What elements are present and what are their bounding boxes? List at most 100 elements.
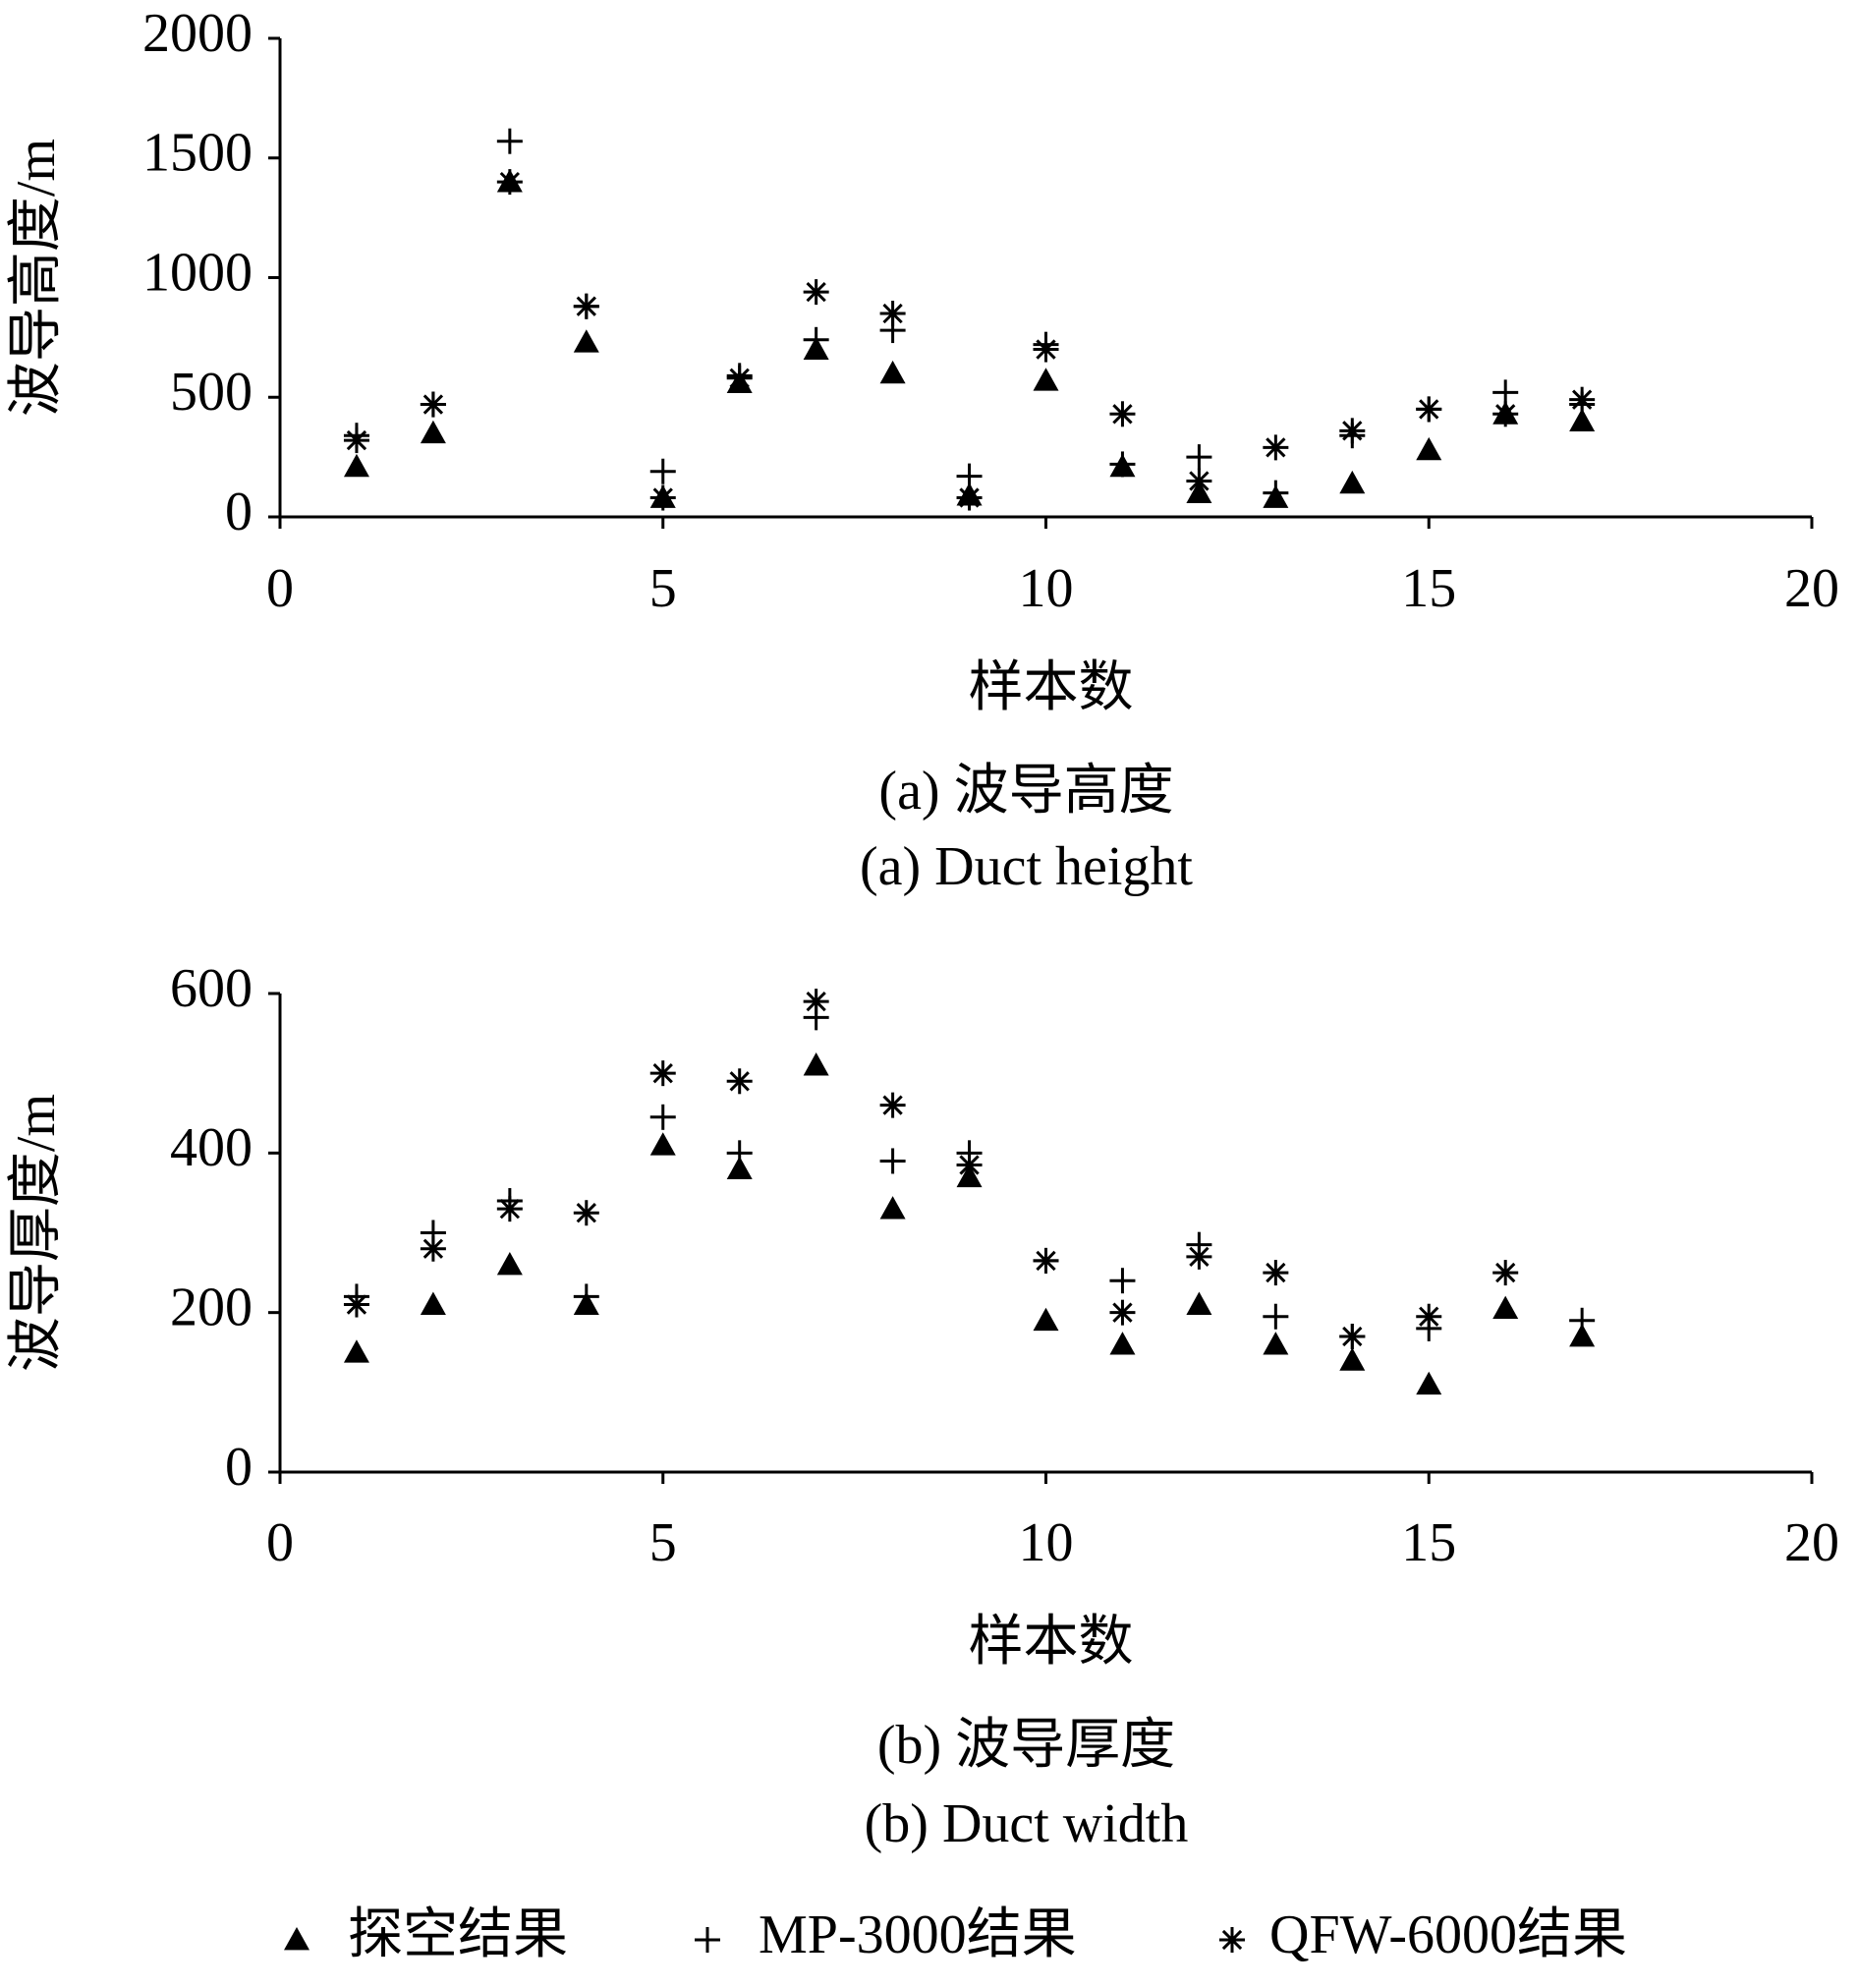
triangle: [1339, 1347, 1366, 1371]
stroke: [1221, 1929, 1243, 1951]
marker: [1339, 470, 1366, 494]
stroke: [499, 1198, 521, 1220]
legend-label: 探空结果: [348, 1904, 568, 1965]
y-tick-label: 400: [170, 1117, 253, 1178]
marker: [649, 484, 676, 511]
stroke: [729, 1071, 750, 1092]
triangle: [1109, 1332, 1136, 1355]
stroke: [1266, 1262, 1286, 1283]
marker: [1219, 1927, 1245, 1953]
stroke: [652, 1063, 673, 1084]
marker: [1339, 418, 1366, 444]
chart-subtitle: (a) Duct height: [860, 836, 1193, 897]
stroke: [652, 487, 673, 508]
stroke: [346, 1294, 367, 1315]
marker: [1186, 1243, 1212, 1270]
y-tick-label: 0: [225, 482, 253, 542]
stroke: [1342, 421, 1363, 441]
marker: [879, 1092, 906, 1118]
triangle: [1416, 436, 1442, 461]
triangle: [420, 420, 446, 444]
marker: [420, 391, 446, 418]
stroke: [959, 1155, 980, 1175]
chart-title: (a) 波导高度: [878, 761, 1173, 822]
marker: [496, 1196, 523, 1222]
stroke: [1495, 404, 1516, 425]
marker: [573, 1200, 599, 1226]
y-tick-label: 200: [170, 1278, 253, 1338]
y-axis-label: 波导厚度/m: [6, 1094, 67, 1372]
x-axis-label: 样本数: [969, 657, 1134, 718]
triangle: [1186, 1291, 1212, 1315]
triangle: [343, 453, 369, 478]
marker: [1033, 336, 1059, 363]
triangle: [1416, 1371, 1442, 1395]
marker: [1263, 1332, 1289, 1355]
marker: [1416, 436, 1442, 461]
stroke: [882, 1095, 903, 1115]
marker: [1492, 401, 1519, 427]
triangle: [1263, 1332, 1289, 1355]
triangle: [803, 1052, 829, 1076]
marker: [420, 420, 446, 444]
y-tick-label: 1000: [142, 242, 253, 303]
triangle: [1569, 1324, 1596, 1347]
marker: [1492, 379, 1519, 406]
stroke: [499, 171, 521, 193]
triangle: [1569, 408, 1596, 431]
y-tick-label: 2000: [142, 3, 253, 64]
marker: [803, 279, 829, 306]
marker: [1263, 480, 1289, 506]
marker: [343, 1291, 369, 1318]
triangle: [573, 329, 599, 353]
marker: [1033, 1307, 1059, 1332]
marker: [573, 293, 599, 319]
marker: [1492, 1260, 1519, 1286]
marker: [1109, 451, 1136, 478]
marker: [1569, 408, 1596, 431]
chart-subtitle: (b) Duct width: [865, 1793, 1189, 1854]
marker: [1569, 1307, 1596, 1334]
triangle: [343, 1339, 369, 1363]
stroke: [1571, 389, 1593, 410]
stroke: [1342, 1326, 1363, 1347]
marker: [803, 989, 829, 1015]
triangle: [1339, 470, 1366, 494]
marker: [1339, 1324, 1366, 1350]
marker: [343, 427, 369, 454]
legend-label: QFW-6000结果: [1269, 1904, 1627, 1965]
marker: [879, 1196, 906, 1220]
triangle: [879, 360, 906, 384]
y-tick-label: 600: [170, 958, 253, 1019]
marker: [956, 463, 983, 489]
chart-title: (b) 波导厚度: [877, 1715, 1175, 1776]
marker: [1109, 1299, 1136, 1326]
stroke: [806, 991, 826, 1012]
x-tick-label: 5: [649, 558, 677, 619]
marker: [496, 128, 523, 154]
triangle: [879, 1196, 906, 1220]
stroke: [422, 1238, 444, 1259]
triangle: [1033, 368, 1059, 391]
marker: [803, 1052, 829, 1076]
triangle: [496, 1251, 523, 1276]
marker: [649, 1132, 676, 1156]
x-tick-label: 5: [649, 1512, 677, 1573]
marker: [726, 365, 753, 391]
stroke: [1112, 1302, 1133, 1323]
marker: [1569, 1324, 1596, 1347]
x-tick-label: 10: [1019, 558, 1074, 619]
y-axis-label: 波导高度/m: [6, 139, 67, 417]
triangle: [1033, 1307, 1059, 1332]
marker: [1416, 1303, 1442, 1330]
marker: [420, 1235, 446, 1262]
marker: [1186, 1291, 1212, 1315]
stroke: [1036, 1250, 1056, 1272]
marker: [1186, 468, 1212, 494]
x-tick-label: 0: [266, 558, 294, 619]
legend-label: MP-3000结果: [759, 1904, 1077, 1965]
x-tick-label: 20: [1784, 1512, 1839, 1573]
marker: [879, 301, 906, 327]
x-tick-label: 0: [266, 1512, 294, 1573]
